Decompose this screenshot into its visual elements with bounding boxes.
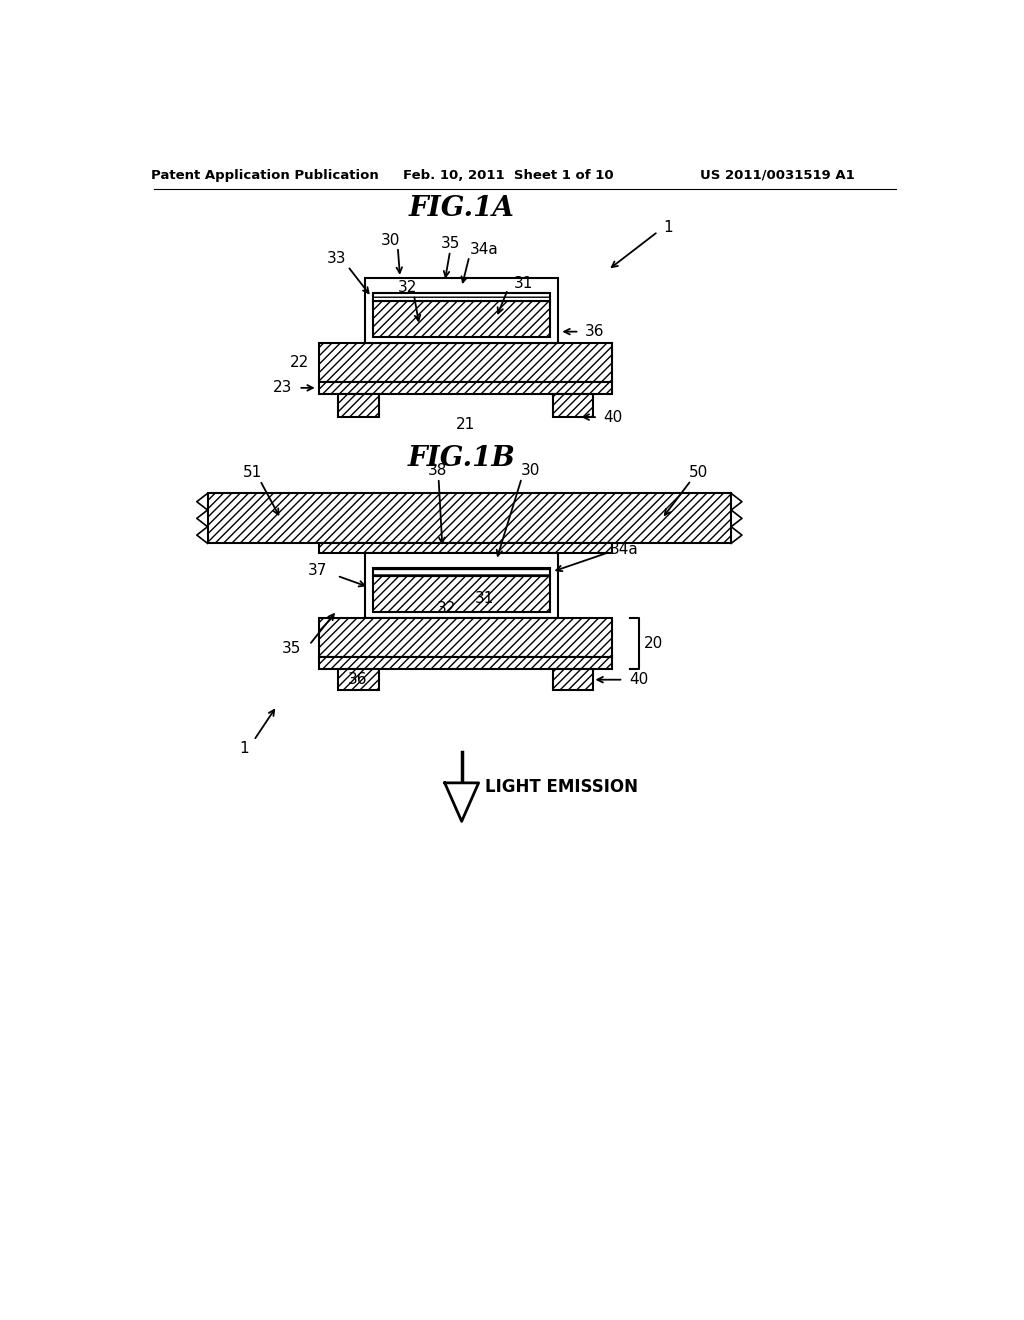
Text: 30: 30 — [521, 463, 541, 478]
Text: 36: 36 — [585, 325, 604, 339]
Bar — [339, 669, 379, 690]
Text: 35: 35 — [440, 235, 460, 251]
Text: 40: 40 — [629, 672, 648, 688]
Text: US 2011/0031519 A1: US 2011/0031519 A1 — [700, 169, 855, 182]
Bar — [373, 568, 550, 576]
Text: FIG.1A: FIG.1A — [409, 195, 515, 222]
Bar — [319, 618, 611, 656]
Text: 31: 31 — [514, 276, 534, 290]
Bar — [373, 301, 550, 337]
Text: 50: 50 — [689, 465, 709, 480]
Bar — [553, 395, 593, 417]
Bar — [366, 553, 558, 618]
Text: 23: 23 — [272, 380, 292, 396]
Text: 35: 35 — [283, 642, 301, 656]
Text: Patent Application Publication: Patent Application Publication — [152, 169, 379, 182]
Text: LIGHT EMISSION: LIGHT EMISSION — [484, 777, 638, 796]
Bar — [319, 656, 611, 669]
Text: 32: 32 — [398, 280, 418, 296]
Polygon shape — [444, 783, 478, 821]
Text: 34a: 34a — [610, 543, 639, 557]
Bar — [373, 576, 550, 612]
Text: 31: 31 — [475, 590, 495, 606]
Bar — [319, 544, 611, 553]
Text: 36: 36 — [348, 672, 368, 688]
Bar — [208, 494, 731, 544]
Text: 32: 32 — [436, 601, 456, 615]
Text: FIG.1B: FIG.1B — [408, 445, 516, 473]
Text: 21: 21 — [456, 417, 475, 432]
Text: Feb. 10, 2011  Sheet 1 of 10: Feb. 10, 2011 Sheet 1 of 10 — [402, 169, 613, 182]
Text: 51: 51 — [243, 465, 262, 480]
Text: 34a: 34a — [470, 242, 499, 257]
Bar — [339, 395, 379, 417]
Bar — [319, 343, 611, 381]
Text: 37: 37 — [307, 562, 327, 578]
Text: 1: 1 — [664, 220, 673, 235]
Text: 33: 33 — [328, 251, 347, 267]
Text: 1: 1 — [240, 741, 249, 756]
Text: 30: 30 — [381, 234, 400, 248]
Bar — [373, 293, 550, 301]
Text: 40: 40 — [603, 409, 623, 425]
Text: 22: 22 — [290, 355, 309, 370]
Bar — [319, 381, 611, 395]
Text: 20: 20 — [643, 636, 663, 651]
Bar — [553, 669, 593, 690]
Text: 38: 38 — [427, 463, 446, 478]
Bar — [366, 277, 558, 343]
